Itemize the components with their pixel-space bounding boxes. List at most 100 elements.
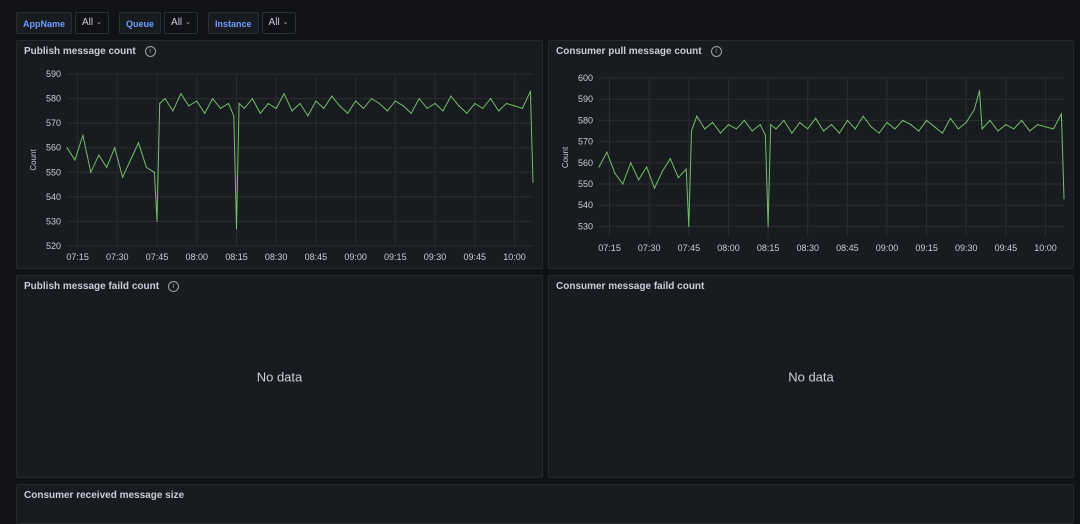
- variable-select-instance[interactable]: All ⌄: [261, 12, 296, 34]
- data-point[interactable]: [90, 171, 92, 173]
- data-point[interactable]: [735, 128, 737, 130]
- data-point[interactable]: [1052, 128, 1054, 130]
- data-point[interactable]: [981, 128, 983, 130]
- data-point[interactable]: [323, 107, 325, 109]
- data-point[interactable]: [315, 100, 317, 102]
- data-point[interactable]: [74, 159, 76, 161]
- data-point[interactable]: [770, 124, 772, 126]
- data-point[interactable]: [791, 132, 793, 134]
- data-point[interactable]: [830, 124, 833, 126]
- data-point[interactable]: [688, 225, 690, 227]
- data-point[interactable]: [418, 98, 420, 100]
- data-point[interactable]: [450, 95, 452, 97]
- data-point[interactable]: [291, 110, 293, 112]
- data-point[interactable]: [926, 119, 928, 121]
- data-point[interactable]: [1005, 124, 1007, 126]
- data-point[interactable]: [402, 105, 404, 107]
- series-line[interactable]: [66, 90, 534, 229]
- consumer-pull-chart[interactable]: 530 540 550 560 570 580 590 600 07:15 07:30 07:45 0…: [549, 41, 1075, 270]
- data-point[interactable]: [870, 126, 872, 128]
- data-point[interactable]: [878, 132, 880, 134]
- data-point[interactable]: [458, 105, 460, 107]
- data-point[interactable]: [712, 121, 714, 124]
- data-point[interactable]: [243, 107, 245, 109]
- data-point[interactable]: [307, 115, 309, 117]
- data-point[interactable]: [339, 105, 341, 107]
- data-point[interactable]: [220, 107, 222, 109]
- data-point[interactable]: [902, 119, 904, 121]
- data-point[interactable]: [159, 102, 161, 105]
- data-point[interactable]: [394, 100, 396, 102]
- data-point[interactable]: [529, 90, 532, 92]
- data-point[interactable]: [704, 128, 706, 130]
- data-point[interactable]: [807, 128, 809, 130]
- data-point[interactable]: [1063, 198, 1065, 200]
- data-point[interactable]: [1060, 113, 1062, 115]
- data-point[interactable]: [122, 176, 124, 178]
- data-point[interactable]: [227, 102, 230, 105]
- info-icon[interactable]: i: [168, 281, 180, 292]
- data-point[interactable]: [941, 132, 944, 134]
- data-point[interactable]: [978, 90, 981, 92]
- data-point[interactable]: [153, 171, 155, 173]
- data-point[interactable]: [759, 124, 761, 126]
- data-point[interactable]: [696, 115, 698, 117]
- data-point[interactable]: [532, 181, 534, 183]
- publish-count-chart[interactable]: 520 530 540 550 560 570 580 590 07:15 07:30 07:45 0…: [17, 41, 544, 270]
- data-point[interactable]: [129, 159, 132, 161]
- data-point[interactable]: [212, 98, 214, 100]
- data-point[interactable]: [767, 225, 769, 227]
- info-icon[interactable]: i: [710, 46, 722, 57]
- variable-select-appname[interactable]: All ⌄: [75, 12, 110, 34]
- data-point[interactable]: [434, 102, 436, 105]
- data-point[interactable]: [180, 93, 182, 95]
- data-point[interactable]: [949, 117, 951, 119]
- data-point[interactable]: [614, 172, 616, 174]
- data-point[interactable]: [442, 110, 444, 112]
- data-point[interactable]: [283, 93, 285, 95]
- data-point[interactable]: [743, 119, 745, 121]
- data-point[interactable]: [1013, 128, 1015, 130]
- data-point[interactable]: [910, 124, 912, 126]
- data-point[interactable]: [598, 166, 600, 168]
- data-point[interactable]: [106, 166, 108, 168]
- data-point[interactable]: [606, 151, 608, 153]
- data-point[interactable]: [997, 130, 999, 132]
- data-point[interactable]: [846, 119, 848, 121]
- data-point[interactable]: [1021, 119, 1023, 121]
- data-point[interactable]: [137, 142, 140, 144]
- data-point[interactable]: [783, 119, 785, 121]
- data-point[interactable]: [378, 102, 380, 105]
- data-point[interactable]: [862, 115, 864, 117]
- data-point[interactable]: [238, 102, 240, 105]
- data-point[interactable]: [685, 168, 687, 170]
- data-point[interactable]: [886, 121, 888, 124]
- data-point[interactable]: [521, 107, 523, 109]
- data-point[interactable]: [370, 98, 373, 100]
- data-point[interactable]: [764, 134, 766, 136]
- data-point[interactable]: [196, 100, 198, 102]
- data-point[interactable]: [1044, 126, 1047, 128]
- info-icon[interactable]: i: [144, 46, 156, 57]
- data-point[interactable]: [630, 162, 632, 164]
- data-point[interactable]: [490, 98, 492, 100]
- data-point[interactable]: [114, 147, 116, 149]
- data-point[interactable]: [498, 110, 500, 112]
- data-point[interactable]: [410, 112, 412, 114]
- data-point[interactable]: [275, 107, 277, 109]
- data-point[interactable]: [669, 158, 671, 160]
- data-point[interactable]: [66, 147, 68, 149]
- data-point[interactable]: [690, 130, 693, 132]
- data-point[interactable]: [1029, 130, 1031, 132]
- data-point[interactable]: [233, 115, 235, 117]
- data-point[interactable]: [933, 126, 936, 128]
- data-point[interactable]: [622, 183, 624, 185]
- data-point[interactable]: [259, 112, 261, 114]
- data-point[interactable]: [957, 128, 959, 130]
- data-point[interactable]: [251, 98, 253, 100]
- data-point[interactable]: [156, 220, 158, 222]
- data-point[interactable]: [653, 187, 656, 189]
- data-point[interactable]: [331, 95, 333, 97]
- data-point[interactable]: [426, 107, 428, 109]
- data-point[interactable]: [513, 105, 516, 107]
